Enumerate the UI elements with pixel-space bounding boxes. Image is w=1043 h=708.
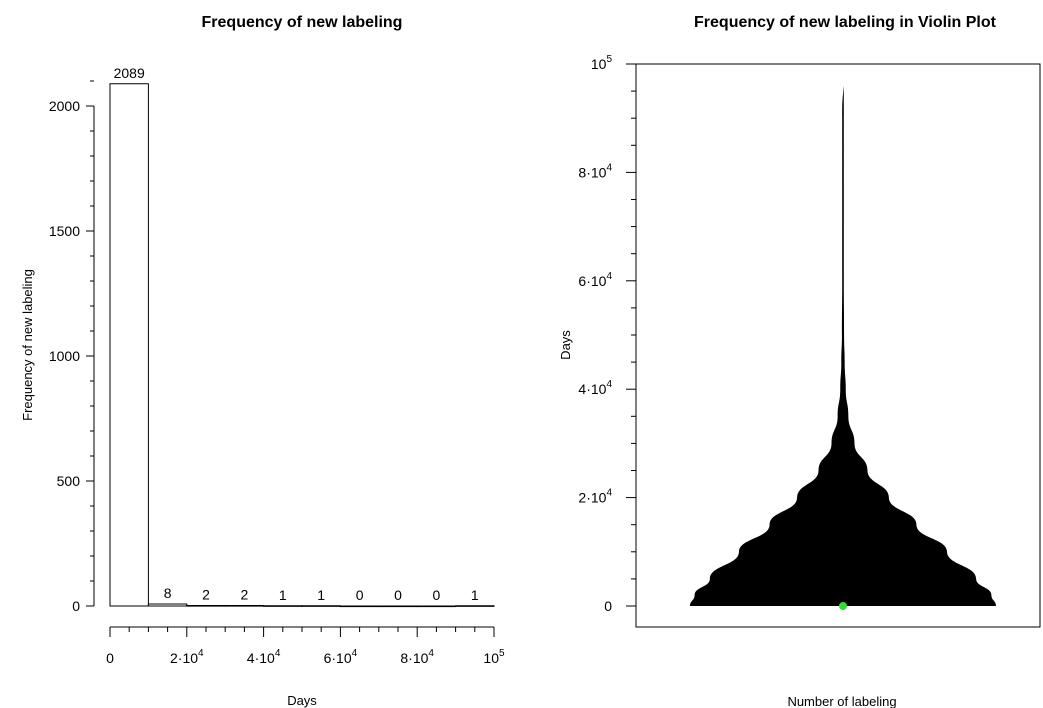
violin-x-axis-label: Number of labeling xyxy=(787,694,896,708)
histogram-bar-value-label: 2 xyxy=(202,587,210,603)
histogram-bar xyxy=(339,605,380,608)
violin-y-tick-label: 2·104 xyxy=(578,488,612,506)
violin-y-ticks: 0 2·104 4·104 6·104 8·104 105 xyxy=(578,54,636,614)
histogram-bar xyxy=(416,605,457,608)
histogram-bar xyxy=(109,83,149,607)
histogram-bar xyxy=(301,605,341,607)
histogram-bar xyxy=(186,605,226,607)
histogram-y-tick-label: 0 xyxy=(72,598,80,614)
histogram-title: Frequency of new labeling xyxy=(202,14,403,31)
histogram-x-tick-label: 4·104 xyxy=(247,648,281,666)
histogram-bar xyxy=(147,603,188,607)
violin-y-tick-label: 4·104 xyxy=(578,379,612,397)
histogram-y-ticks: 0 500 1000 1500 2000 xyxy=(49,80,94,614)
histogram-data-labels: 2089 8 2 2 1 1 0 0 0 1 xyxy=(114,65,479,603)
histogram-y-axis-label: Frequency of new labeling xyxy=(20,269,35,421)
histogram-bar-value-label: 2089 xyxy=(114,65,145,81)
histogram-bar-value-label: 2 xyxy=(241,587,249,603)
violin-median-marker xyxy=(839,602,847,610)
histogram-y-tick-label: 2000 xyxy=(49,98,80,114)
histogram-chart: Frequency of new labeling 05001000150020… xyxy=(20,14,505,708)
histogram-y-tick-label: 1500 xyxy=(49,223,80,239)
histogram-y-tick-label: 500 xyxy=(57,473,81,489)
histogram-bars xyxy=(109,83,495,608)
histogram-bar xyxy=(455,605,495,607)
violin-y-tick-label: 8·104 xyxy=(578,162,612,180)
histogram-bar-value-label: 1 xyxy=(317,587,325,603)
histogram-bar-value-label: 0 xyxy=(356,587,364,603)
histogram-bar xyxy=(263,605,303,607)
violin-chart: Frequency of new labeling in Violin Plot… xyxy=(558,14,1041,708)
histogram-bar xyxy=(378,605,418,608)
violin-y-axis-label: Days xyxy=(558,330,573,360)
violin-y-tick-label: 105 xyxy=(591,54,613,72)
violin-title: Frequency of new labeling in Violin Plot xyxy=(694,14,997,31)
histogram-x-tick-label: 0 xyxy=(106,650,114,666)
histogram-bar-value-label: 0 xyxy=(394,587,402,603)
violin-y-tick-label: 6·104 xyxy=(578,271,612,289)
histogram-x-tick-label: 2·104 xyxy=(170,648,204,666)
histogram-bar-value-label: 1 xyxy=(279,587,287,603)
violin-body xyxy=(690,85,996,607)
histogram-y-tick-label: 1000 xyxy=(49,348,80,364)
histogram-x-tick-label: 8·104 xyxy=(400,648,434,666)
histogram-bar-value-label: 0 xyxy=(433,587,441,603)
histogram-bar-value-label: 8 xyxy=(164,585,172,601)
histogram-bar-value-label: 1 xyxy=(471,587,479,603)
histogram-x-tick-label: 6·104 xyxy=(324,648,358,666)
violin-y-tick-label: 0 xyxy=(604,598,612,614)
histogram-x-ticks: 0 2·104 4·104 6·104 8·104 105 xyxy=(106,627,505,666)
histogram-bar xyxy=(224,605,265,607)
histogram-x-axis-label: Days xyxy=(287,693,317,708)
histogram-x-tick-label: 105 xyxy=(483,648,505,666)
violin-plot-frame xyxy=(635,63,1041,628)
